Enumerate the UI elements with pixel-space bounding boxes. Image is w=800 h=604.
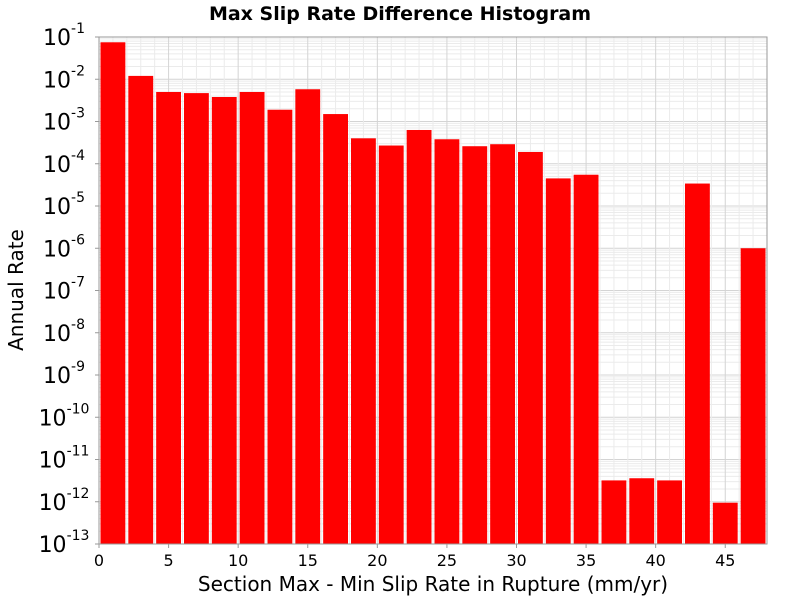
y-tick-label: 10-7 — [43, 275, 85, 305]
y-tick-label: 10-9 — [43, 359, 85, 389]
histogram-bar — [712, 502, 738, 544]
x-tick-label: 35 — [576, 551, 596, 570]
bars-layer — [100, 42, 766, 545]
histogram-bar — [685, 183, 710, 544]
histogram-bar — [267, 109, 293, 545]
y-axis-ticks: 10-1 10-2 10-3 10-4 10-5 10-6 10-7 10-8 10-9 10-1… — [39, 21, 99, 558]
chart-title: Max Slip Rate Difference Histogram — [209, 3, 591, 25]
x-tick-label: 25 — [437, 551, 457, 570]
y-tick-label: 10-1 — [43, 21, 85, 51]
histogram-bar — [295, 89, 321, 544]
y-tick-label: 10-10 — [39, 401, 90, 431]
y-tick-label: 10-5 — [43, 190, 85, 220]
histogram-bar — [601, 480, 627, 544]
histogram-bar — [184, 93, 209, 544]
y-tick-label: 10-11 — [39, 444, 90, 474]
x-tick-label: 20 — [367, 551, 387, 570]
x-tick-label: 10 — [228, 551, 248, 570]
y-tick-label: 10-4 — [43, 148, 85, 178]
histogram-bar — [657, 480, 682, 544]
x-axis-label: Section Max - Min Slip Rate in Rupture (… — [198, 572, 668, 596]
x-tick-label: 30 — [506, 551, 526, 570]
histogram-bar — [518, 151, 543, 544]
histogram-bar — [462, 146, 488, 544]
grid-layer — [98, 37, 768, 545]
y-tick-label: 10-13 — [39, 528, 90, 558]
x-axis-ticks: 0 5 10 15 20 25 30 35 40 45 — [94, 544, 735, 570]
y-tick-label: 10-12 — [39, 486, 90, 516]
histogram-bar — [545, 178, 571, 544]
histogram-bar — [740, 248, 766, 544]
y-tick-label: 10-6 — [43, 232, 85, 262]
x-tick-label: 15 — [298, 551, 318, 570]
histogram-bar — [211, 97, 237, 544]
histogram-bar — [128, 75, 154, 544]
y-tick-label: 10-2 — [43, 63, 85, 93]
histogram-bar — [378, 145, 404, 544]
y-axis-label: Annual Rate — [4, 229, 28, 351]
histogram-bar — [629, 478, 655, 544]
x-tick-label: 5 — [163, 551, 173, 570]
histogram-bar — [156, 91, 181, 545]
histogram-bar — [351, 138, 376, 544]
histogram-bar — [490, 144, 515, 544]
histogram-bar — [573, 174, 599, 545]
histogram-bar — [323, 114, 348, 544]
y-tick-label: 10-8 — [43, 317, 85, 347]
histogram-bar — [239, 91, 265, 545]
x-tick-label: 40 — [645, 551, 665, 570]
x-tick-label: 45 — [715, 551, 735, 570]
y-tick-label: 10-3 — [43, 106, 85, 136]
x-tick-label: 0 — [94, 551, 104, 570]
histogram-bar — [434, 139, 460, 544]
histogram-bar — [100, 42, 126, 545]
histogram-bar — [406, 129, 432, 545]
